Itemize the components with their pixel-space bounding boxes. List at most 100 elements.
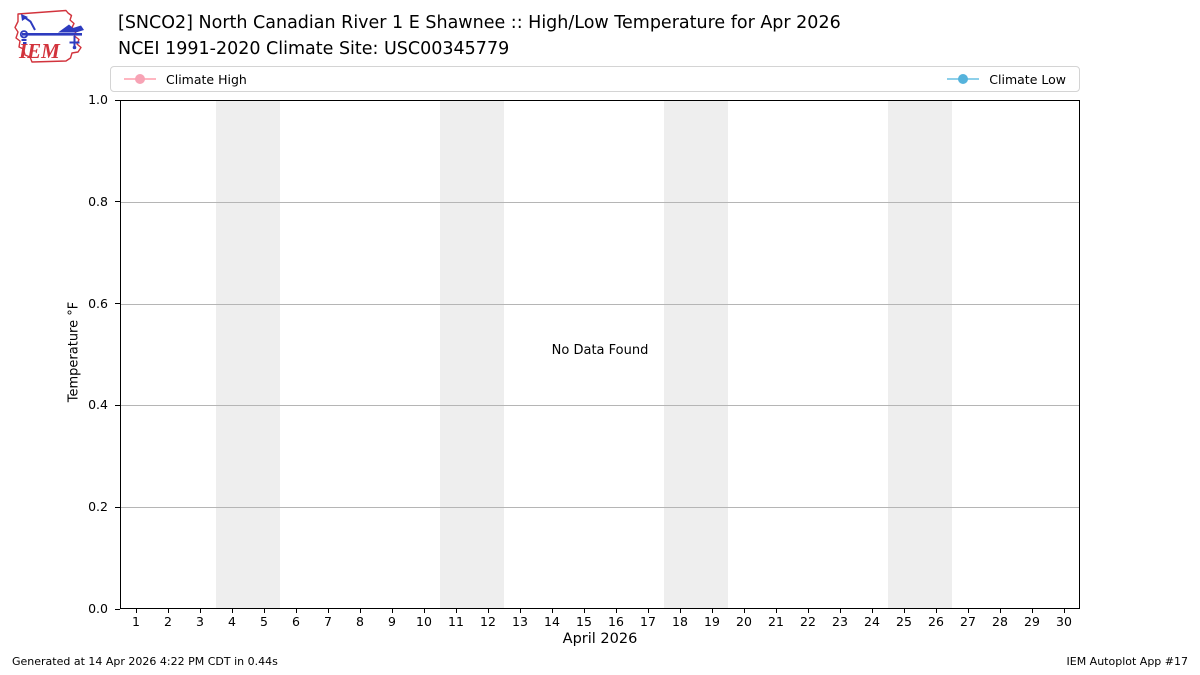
gridline (121, 201, 1079, 203)
x-axis-label: April 2026 (562, 631, 638, 647)
x-tick-label: 25 (896, 614, 912, 629)
x-tick-mark (391, 609, 393, 613)
weekend-band (440, 101, 504, 608)
x-tick-mark (743, 609, 745, 613)
x-tick-mark (583, 609, 585, 613)
y-tick-label: 0.6 (88, 295, 108, 311)
x-tick-label: 16 (608, 614, 624, 629)
x-tick-label: 21 (768, 614, 784, 629)
x-tick-label: 8 (356, 614, 364, 629)
x-tick-label: 14 (544, 614, 560, 629)
x-tick-mark (647, 609, 649, 613)
x-tick-mark (135, 609, 137, 613)
x-tick-label: 1 (132, 614, 140, 629)
weekend-band (888, 101, 952, 608)
x-tick-mark (807, 609, 809, 613)
x-tick-label: 13 (512, 614, 528, 629)
y-axis-label: Temperature °F (66, 301, 82, 403)
x-tick-label: 15 (576, 614, 592, 629)
x-tick-label: 6 (292, 614, 300, 629)
y-tick-label: 1.0 (88, 92, 108, 107)
plot-area (120, 100, 1080, 609)
y-tick-label: 0.2 (88, 499, 108, 515)
x-tick-mark (871, 609, 873, 613)
x-tick-label: 24 (864, 614, 880, 629)
weathervane-icon (19, 14, 84, 50)
legend-label: Climate High (166, 71, 247, 87)
x-tick-mark (935, 609, 937, 613)
x-tick-label: 17 (640, 614, 656, 629)
legend-entry: Climate High (124, 72, 247, 87)
legend-dot (135, 74, 145, 84)
legend: Climate High Climate Low (110, 66, 1080, 92)
legend-line-marker-icon (124, 74, 156, 85)
chart-title: [SNCO2] North Canadian River 1 E Shawnee… (118, 13, 841, 33)
x-tick-mark (167, 609, 169, 613)
gridline (121, 507, 1079, 509)
y-tick-label: 0.4 (88, 397, 108, 413)
x-tick-label: 27 (960, 614, 976, 629)
x-tick-label: 10 (416, 614, 432, 629)
y-tick-mark (115, 506, 120, 508)
x-tick-mark (711, 609, 713, 613)
x-tick-label: 29 (1024, 614, 1040, 629)
y-tick-mark (115, 99, 120, 101)
y-tick-mark (115, 404, 120, 406)
x-tick-label: 22 (800, 614, 816, 629)
iem-logo-text: IEM (18, 39, 61, 63)
legend-entry: Climate Low (947, 72, 1066, 87)
x-tick-mark (903, 609, 905, 613)
legend-line-marker-icon (947, 74, 980, 85)
x-tick-label: 3 (196, 614, 204, 629)
x-tick-mark (519, 609, 521, 613)
x-tick-label: 5 (260, 614, 268, 629)
chart-subtitle: NCEI 1991-2020 Climate Site: USC00345779 (118, 39, 510, 59)
x-tick-mark (839, 609, 841, 613)
y-tick-label: 0.0 (88, 601, 108, 616)
x-tick-mark (775, 609, 777, 613)
x-tick-mark (615, 609, 617, 613)
x-tick-label: 2 (164, 614, 172, 629)
legend-dot (958, 74, 969, 84)
gridline (121, 303, 1079, 305)
x-tick-mark (551, 609, 553, 613)
chart-titles: [SNCO2] North Canadian River 1 E Shawnee… (118, 10, 841, 62)
x-tick-mark (295, 609, 297, 613)
x-tick-mark (199, 609, 201, 613)
x-tick-mark (967, 609, 969, 613)
weekend-band (664, 101, 728, 608)
x-tick-label: 30 (1056, 614, 1072, 629)
x-tick-mark (487, 609, 489, 613)
x-tick-label: 9 (388, 614, 396, 629)
x-tick-mark (999, 609, 1001, 613)
gridline (121, 405, 1079, 407)
x-tick-mark (679, 609, 681, 613)
y-tick-mark (115, 303, 120, 305)
x-tick-label: 23 (832, 614, 848, 629)
x-tick-label: 11 (448, 614, 464, 629)
x-tick-mark (231, 609, 233, 613)
x-tick-label: 28 (992, 614, 1008, 629)
x-tick-mark (423, 609, 425, 613)
x-tick-label: 4 (228, 614, 236, 629)
weekend-band (216, 101, 280, 608)
y-tick-label: 0.8 (88, 193, 108, 209)
app-credit: IEM Autoplot App #17 (1066, 655, 1189, 668)
x-tick-mark (1063, 609, 1065, 613)
x-tick-mark (359, 609, 361, 613)
x-tick-label: 12 (480, 614, 496, 629)
iem-logo: IEM (14, 9, 84, 63)
x-tick-label: 19 (704, 614, 720, 629)
x-tick-mark (1031, 609, 1033, 613)
x-tick-mark (455, 609, 457, 613)
x-tick-label: 18 (672, 614, 688, 629)
legend-label: Climate Low (989, 71, 1066, 87)
no-data-message: No Data Found (551, 343, 649, 358)
x-tick-label: 20 (736, 614, 752, 629)
x-tick-mark (327, 609, 329, 613)
y-tick-mark (115, 201, 120, 203)
x-tick-mark (263, 609, 265, 613)
x-tick-label: 26 (928, 614, 944, 629)
y-tick-mark (115, 608, 120, 610)
